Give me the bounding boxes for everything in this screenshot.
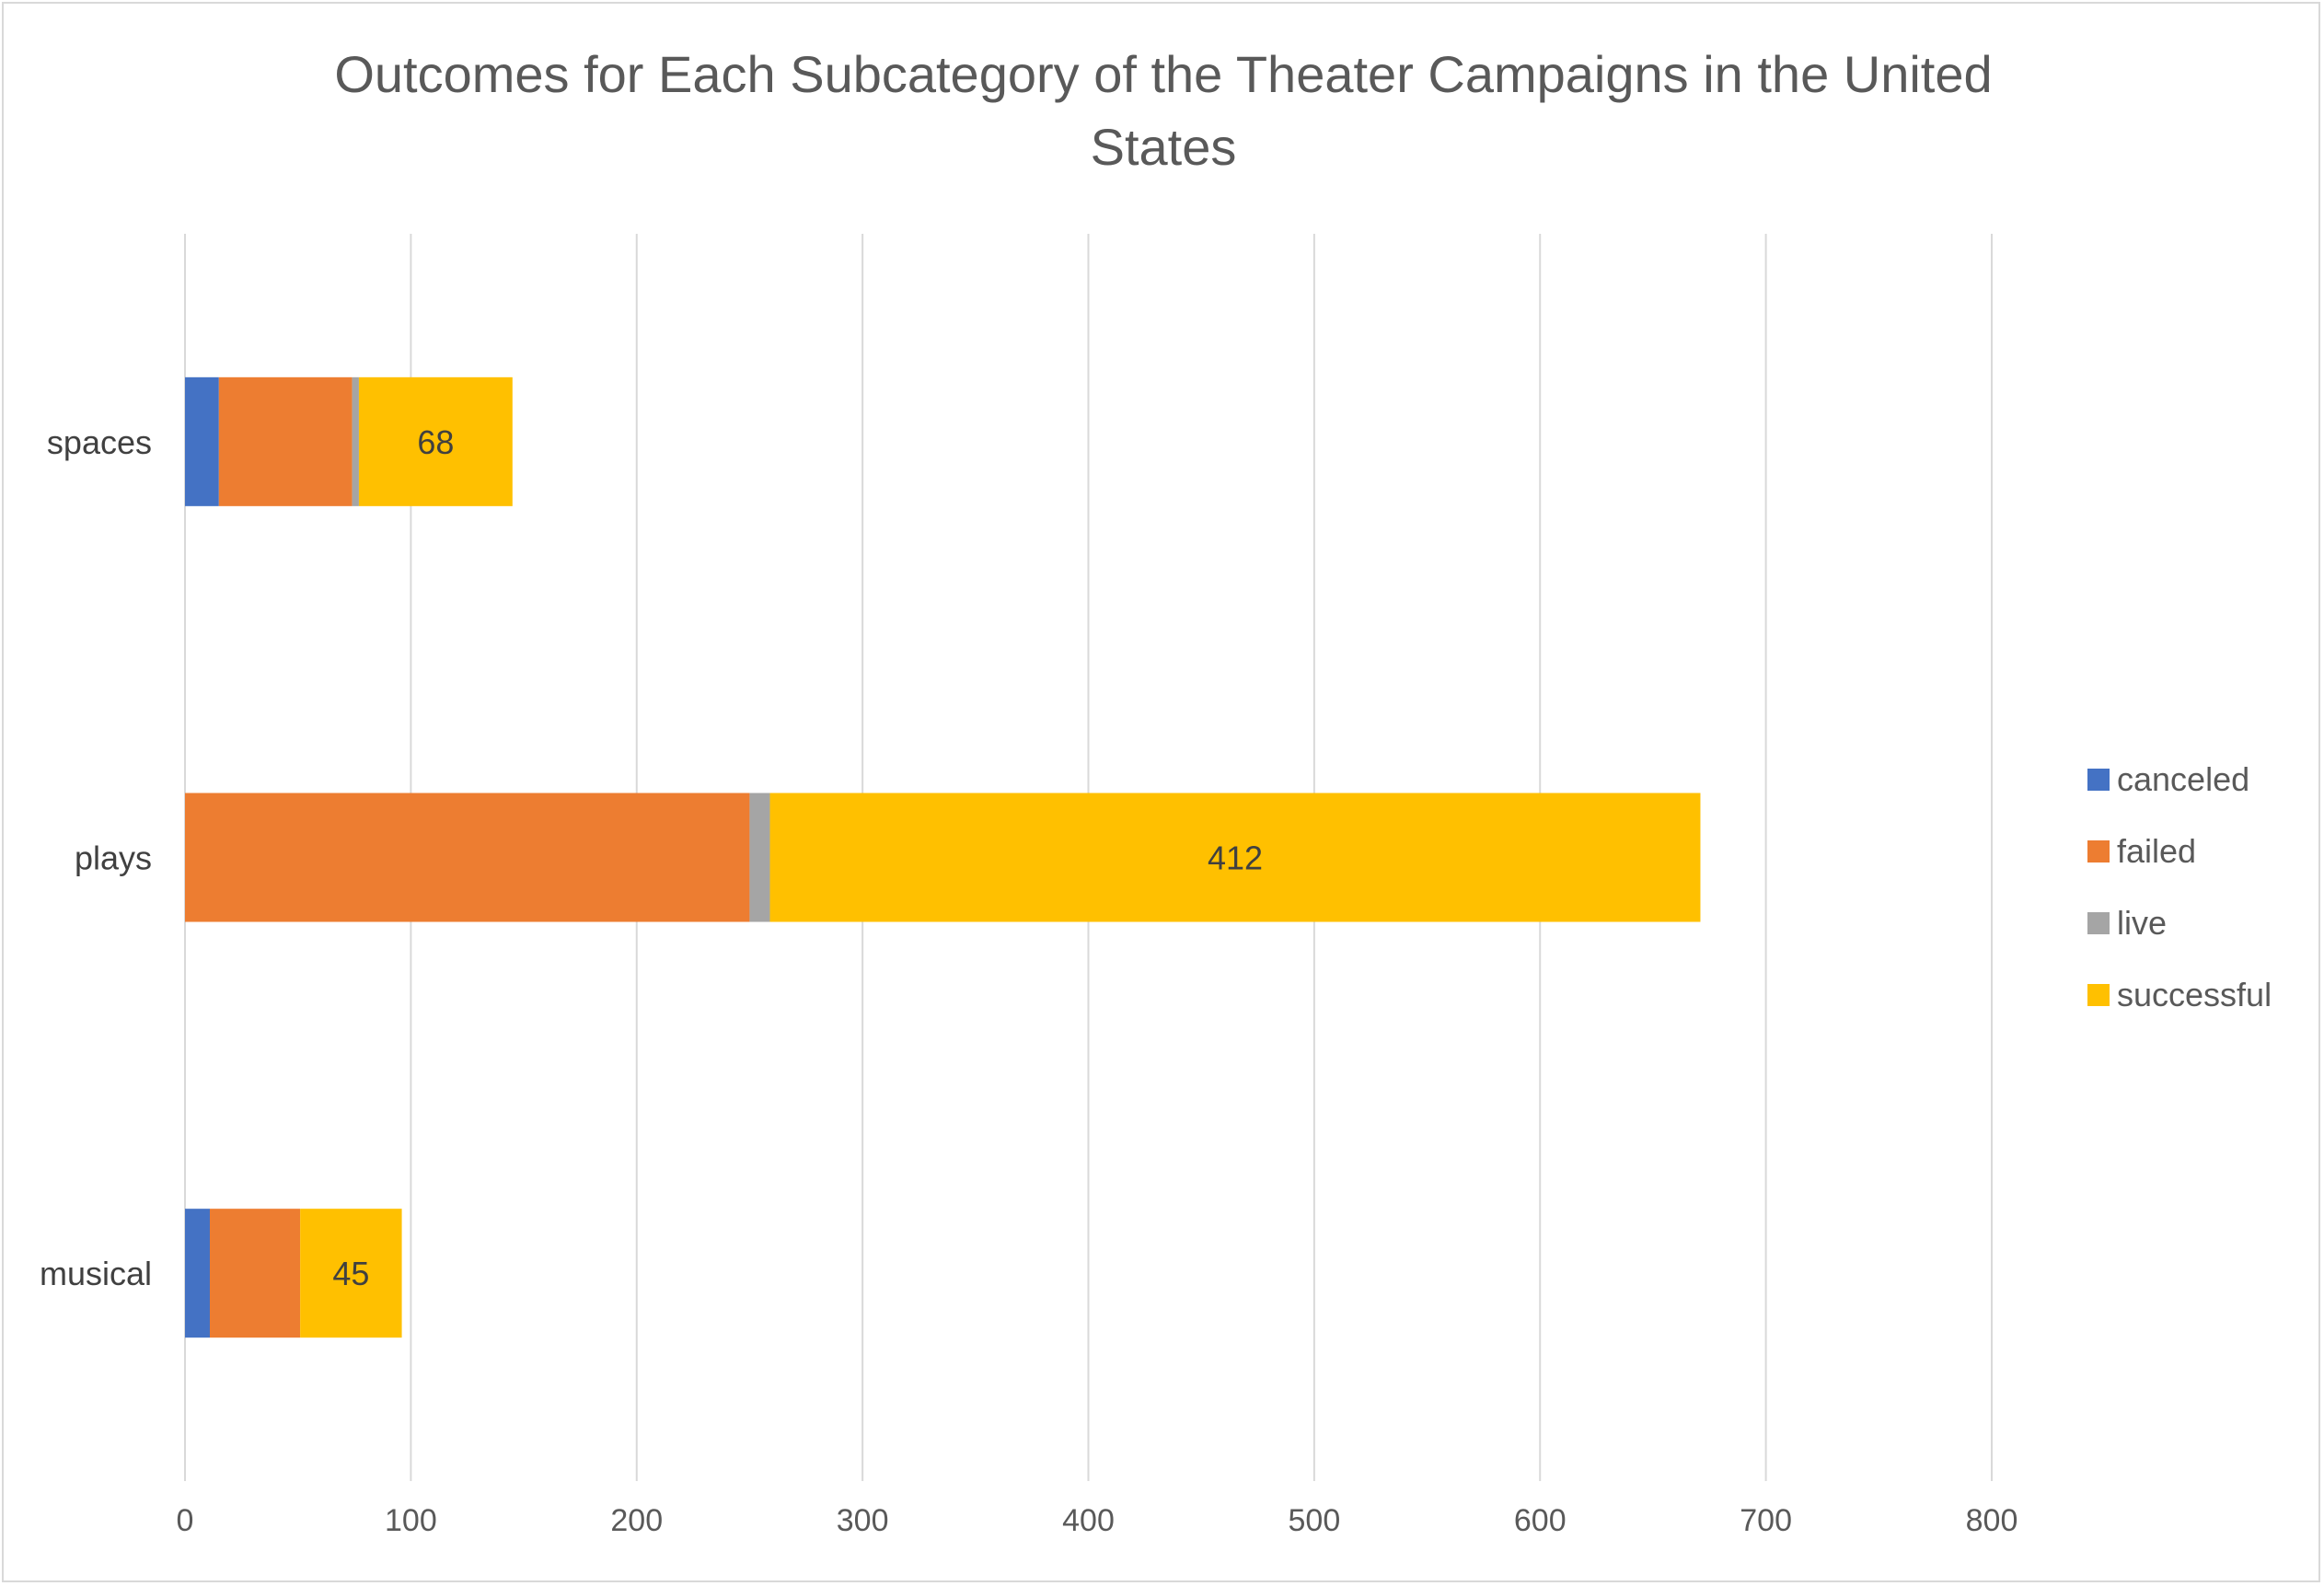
chart-title-line-1: Outcomes for Each Subcategory of the The… xyxy=(334,45,1992,103)
bar-plays-successful xyxy=(769,793,1701,922)
bars xyxy=(185,376,1701,1338)
x-tick-label-0: 0 xyxy=(177,1503,194,1538)
x-tick-label-200: 200 xyxy=(610,1503,663,1538)
category-labels: musical plays spaces xyxy=(40,423,152,1292)
bar-spaces-successful xyxy=(358,376,513,506)
data-label-spaces: 68 xyxy=(417,423,454,461)
chart-svg: Outcomes for Each Subcategory of the The… xyxy=(40,45,2272,1538)
x-tick-label-100: 100 xyxy=(385,1503,437,1538)
data-label-musical: 45 xyxy=(332,1255,369,1292)
category-label-plays: plays xyxy=(75,839,152,877)
bar-plays-failed xyxy=(185,793,750,922)
legend-label-failed: failed xyxy=(2117,832,2196,870)
bar-spaces-live xyxy=(352,376,359,506)
legend-label-canceled: canceled xyxy=(2117,760,2249,798)
bar-spaces-failed xyxy=(218,376,353,506)
legend-swatch-failed xyxy=(2087,840,2110,862)
data-labels: 45 412 68 xyxy=(332,423,1263,1292)
bar-musical-failed xyxy=(209,1209,301,1338)
x-tick-label-600: 600 xyxy=(1514,1503,1567,1538)
legend-swatch-successful xyxy=(2087,984,2110,1006)
data-label-plays: 412 xyxy=(1208,839,1263,877)
category-label-spaces: spaces xyxy=(47,423,152,461)
legend: canceled failed live successful xyxy=(2087,760,2272,1013)
legend-swatch-canceled xyxy=(2087,769,2110,791)
bar-musical-successful xyxy=(300,1209,402,1338)
x-tick-label-400: 400 xyxy=(1062,1503,1115,1538)
bar-plays-live xyxy=(749,793,770,922)
x-tick-label-700: 700 xyxy=(1740,1503,1792,1538)
x-tick-label-300: 300 xyxy=(837,1503,889,1538)
x-axis-tick-labels: 0 100 200 300 400 500 600 700 800 xyxy=(177,1503,2018,1538)
category-label-musical: musical xyxy=(40,1255,152,1292)
bar-musical-canceled xyxy=(185,1209,210,1338)
x-tick-label-500: 500 xyxy=(1289,1503,1341,1538)
chart-title-line-2: States xyxy=(1091,118,1237,176)
legend-swatch-live xyxy=(2087,912,2110,934)
legend-label-live: live xyxy=(2117,904,2167,942)
legend-label-successful: successful xyxy=(2117,976,2272,1013)
bar-spaces-canceled xyxy=(185,376,219,506)
x-tick-label-800: 800 xyxy=(1966,1503,2018,1538)
